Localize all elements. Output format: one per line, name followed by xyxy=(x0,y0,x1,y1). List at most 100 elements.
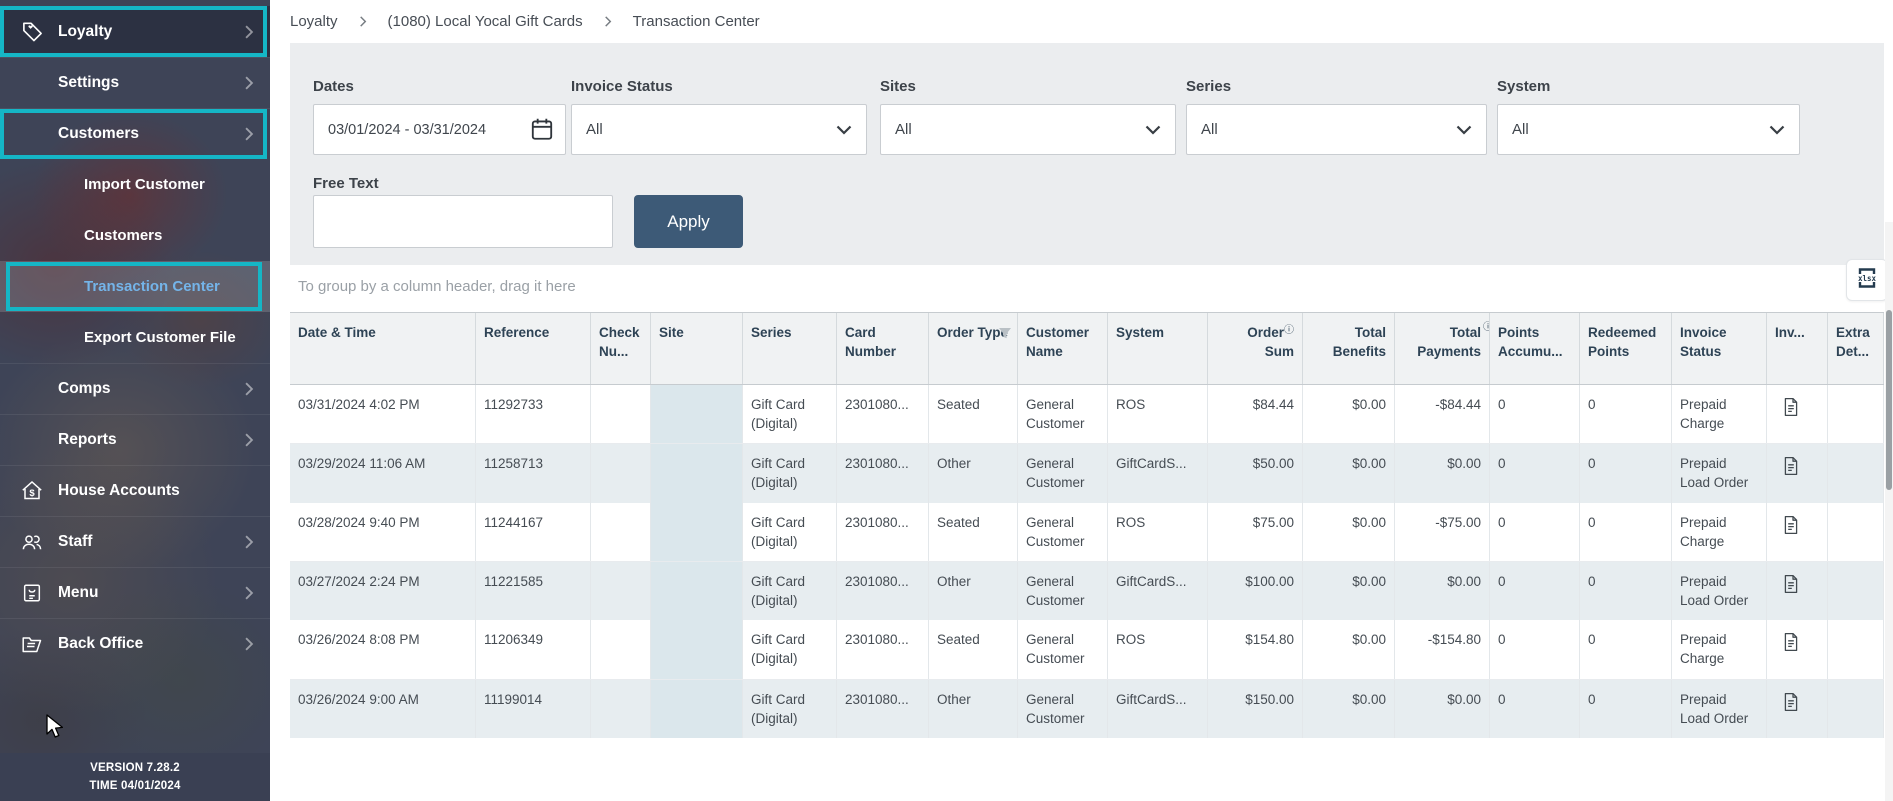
cell-card-number: 2301080... xyxy=(837,502,929,561)
sidebar-item-settings[interactable]: Settings xyxy=(0,57,270,108)
sidebar-item-back-office[interactable]: Back Office xyxy=(0,618,270,669)
cell-total-payments: $0.00 xyxy=(1395,679,1490,738)
cell-points-accumu: 0 xyxy=(1490,620,1580,679)
cell-invoice-status: Prepaid Charge xyxy=(1672,620,1767,679)
column-header-inv[interactable]: Inv... xyxy=(1767,313,1828,384)
cell-total-payments: $0.00 xyxy=(1395,561,1490,621)
column-header-customer-name[interactable]: Customer Name xyxy=(1018,313,1108,384)
chevron-down-icon xyxy=(1145,125,1161,135)
dates-input[interactable] xyxy=(313,104,566,155)
cell-date-time: 03/26/2024 9:00 AM xyxy=(290,679,476,738)
cell-total-payments: $0.00 xyxy=(1395,444,1490,503)
column-header-redeemed-points[interactable]: Redeemed Points xyxy=(1580,313,1672,384)
breadcrumb-item-transaction-center[interactable]: Transaction Center xyxy=(632,13,760,30)
invoice-document-icon[interactable] xyxy=(1783,632,1799,652)
invoice-document-icon[interactable] xyxy=(1783,574,1799,594)
cell-inv xyxy=(1767,620,1828,679)
sidebar-item-loyalty[interactable]: Loyalty xyxy=(0,6,270,57)
sidebar-item-reports[interactable]: Reports xyxy=(0,414,270,465)
invoice-document-icon[interactable] xyxy=(1783,692,1799,712)
chevron-down-icon xyxy=(1456,125,1472,135)
group-by-bar[interactable]: To group by a column header, drag it her… xyxy=(290,259,1888,312)
info-icon: ⓘ xyxy=(1284,325,1294,336)
column-header-order-sum[interactable]: Orderⓘ Sum xyxy=(1208,313,1303,384)
folder-icon xyxy=(20,632,44,656)
filter-funnel-icon[interactable] xyxy=(998,326,1012,346)
free-text-input[interactable] xyxy=(313,195,613,248)
sidebar-item-label: House Accounts xyxy=(58,482,180,499)
column-header-total-payments[interactable]: Total Paymentsⓘ xyxy=(1395,313,1490,384)
sidebar-item-customers[interactable]: Customers xyxy=(0,108,270,159)
sidebar: Loyalty Settings Customers Import Customer C… xyxy=(0,0,270,801)
cell-order-sum: $150.00 xyxy=(1208,679,1303,738)
column-header-extra-det[interactable]: Extra Det... xyxy=(1828,313,1884,384)
cell-total-benefits: $0.00 xyxy=(1303,561,1395,621)
sites-label: Sites xyxy=(880,78,916,95)
cell-series: Gift Card (Digital) xyxy=(743,679,837,738)
cell-reference: 11199014 xyxy=(476,679,591,738)
column-header-points-accumu[interactable]: Points Accumu... xyxy=(1490,313,1580,384)
cell-total-benefits: $0.00 xyxy=(1303,444,1395,503)
breadcrumb-item-1080-local-yocal-gift-cards[interactable]: (1080) Local Yocal Gift Cards xyxy=(387,13,583,30)
column-header-site[interactable]: Site xyxy=(651,313,743,384)
cell-order-sum: $154.80 xyxy=(1208,620,1303,679)
column-header-check-nu[interactable]: Check Nu... xyxy=(591,313,651,384)
cell-invoice-status: Prepaid Load Order xyxy=(1672,444,1767,503)
cell-customer-name: General Customer xyxy=(1018,385,1108,444)
invoice-document-icon[interactable] xyxy=(1783,456,1799,476)
invoice-document-icon[interactable] xyxy=(1783,397,1799,417)
cell-check-nu xyxy=(591,444,651,503)
cell-site xyxy=(651,502,743,561)
vertical-scrollbar[interactable] xyxy=(1885,222,1893,801)
invoice-document-icon[interactable] xyxy=(1783,515,1799,535)
cell-order-type: Other xyxy=(929,444,1018,503)
filter-panel: Dates Invoice Status All Sites All Serie… xyxy=(290,43,1884,265)
scrollbar-thumb[interactable] xyxy=(1886,310,1892,490)
invoice-status-value: All xyxy=(586,121,603,138)
apply-button[interactable]: Apply xyxy=(634,195,743,248)
sidebar-item-label: Customers xyxy=(84,227,163,244)
series-dropdown[interactable]: All xyxy=(1186,104,1487,155)
sidebar-item-export-customer-file[interactable]: Export Customer File xyxy=(0,312,270,363)
cell-date-time: 03/29/2024 11:06 AM xyxy=(290,444,476,503)
calendar-icon[interactable] xyxy=(529,116,555,142)
cell-inv xyxy=(1767,561,1828,621)
column-header-system[interactable]: System xyxy=(1108,313,1208,384)
grid-header-row: Date & Time Reference Check Nu... Site Serie… xyxy=(290,312,1884,385)
sidebar-item-house-accounts[interactable]: $ House Accounts xyxy=(0,465,270,516)
svg-text:xlsx: xlsx xyxy=(1858,274,1877,283)
cell-redeemed-points: 0 xyxy=(1580,502,1672,561)
invoice-status-dropdown[interactable]: All xyxy=(571,104,867,155)
dates-field[interactable] xyxy=(313,104,566,155)
xlsx-export-icon: xlsx xyxy=(1854,265,1880,296)
sidebar-item-menu[interactable]: Menu xyxy=(0,567,270,618)
column-header-series[interactable]: Series xyxy=(743,313,837,384)
cell-series: Gift Card (Digital) xyxy=(743,444,837,503)
cell-order-type: Other xyxy=(929,561,1018,621)
column-header-date-time[interactable]: Date & Time xyxy=(290,313,476,384)
column-header-order-type[interactable]: Order Type xyxy=(929,313,1018,384)
breadcrumb-item-loyalty[interactable]: Loyalty xyxy=(290,13,338,30)
column-header-invoice-status[interactable]: Invoice Status xyxy=(1672,313,1767,384)
sidebar-item-staff[interactable]: Staff xyxy=(0,516,270,567)
cell-site xyxy=(651,444,743,503)
cell-order-type: Seated xyxy=(929,502,1018,561)
system-dropdown[interactable]: All xyxy=(1497,104,1800,155)
sidebar-item-customers[interactable]: Customers xyxy=(0,210,270,261)
table-row: 03/28/2024 9:40 PM 11244167 Gift Card (Dig… xyxy=(290,502,1884,562)
cell-reference: 11206349 xyxy=(476,620,591,679)
sidebar-item-transaction-center[interactable]: Transaction Center xyxy=(0,261,270,312)
chevron-right-icon xyxy=(244,76,254,90)
house-icon: $ xyxy=(20,479,44,503)
column-header-reference[interactable]: Reference xyxy=(476,313,591,384)
column-header-total-benefits[interactable]: Total Benefits xyxy=(1303,313,1395,384)
cell-series: Gift Card (Digital) xyxy=(743,502,837,561)
sidebar-item-comps[interactable]: Comps xyxy=(0,363,270,414)
column-header-card-number[interactable]: Card Number xyxy=(837,313,929,384)
sidebar-item-import-customer[interactable]: Import Customer xyxy=(0,159,270,210)
xlsx-export-button[interactable]: xlsx xyxy=(1846,259,1888,301)
info-icon: ⓘ xyxy=(1483,321,1489,335)
cell-system: ROS xyxy=(1108,620,1208,679)
sidebar-item-label: Export Customer File xyxy=(84,329,236,346)
sites-dropdown[interactable]: All xyxy=(880,104,1176,155)
